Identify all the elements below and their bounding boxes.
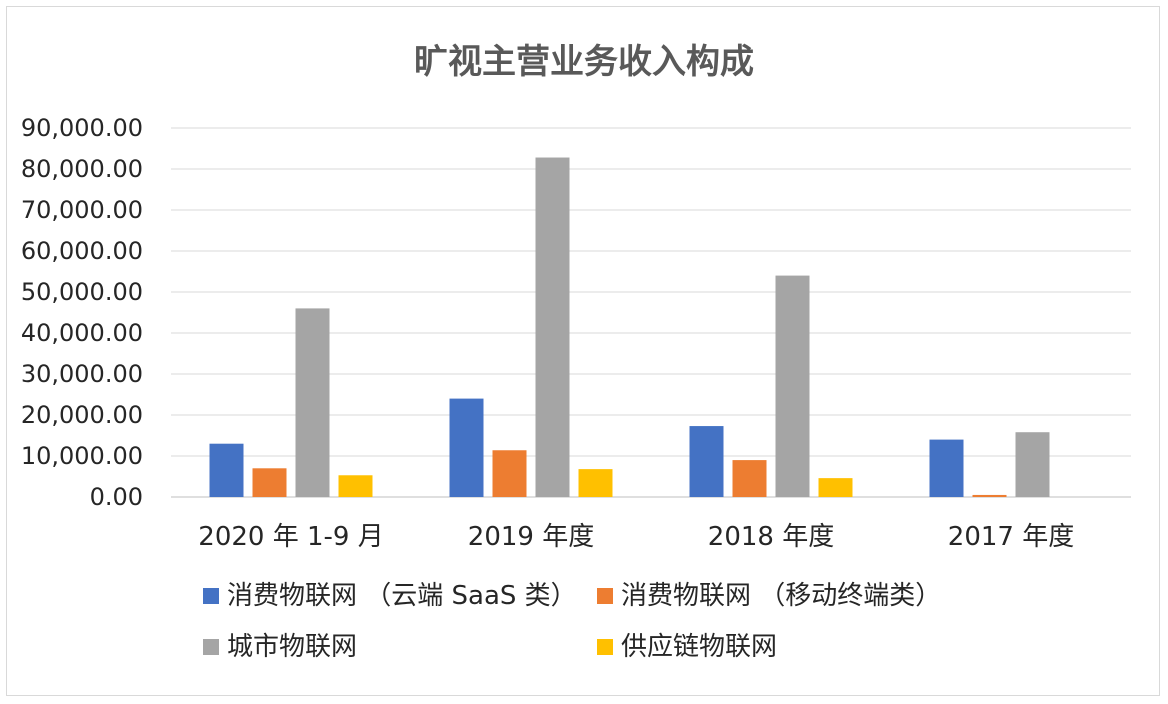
y-tick-label: 80,000.00	[21, 155, 143, 183]
y-tick-label: 40,000.00	[21, 319, 143, 347]
legend-swatch	[203, 639, 219, 655]
y-tick-label: 20,000.00	[21, 401, 143, 429]
bar	[209, 443, 244, 497]
y-tick-label: 0.00	[90, 483, 143, 511]
legend: 消费物联网 （云端 SaaS 类） 消费物联网 （移动终端类） 城市物联网 供应链物联…	[203, 581, 941, 662]
x-category-label: 2018 年度	[708, 522, 834, 552]
x-category-label: 2017 年度	[948, 522, 1074, 552]
legend-swatch	[597, 639, 613, 655]
bar	[732, 460, 767, 497]
bar-chart: 旷视主营业务收入构成 0.00 10,000.00 20,000.00 30,000.…	[21, 42, 1131, 662]
legend-swatch	[597, 588, 613, 604]
bar	[689, 426, 724, 497]
chart-title: 旷视主营业务收入构成	[414, 42, 754, 82]
bar	[338, 475, 373, 497]
bar	[1015, 432, 1050, 497]
bars	[209, 157, 1050, 497]
legend-label: 城市物联网	[227, 632, 357, 662]
bar	[492, 450, 527, 497]
x-category-label: 2020 年 1-9 月	[198, 522, 383, 552]
y-tick-label: 50,000.00	[21, 278, 143, 306]
y-axis-ticks: 0.00 10,000.00 20,000.00 30,000.00 40,000.00…	[21, 114, 143, 511]
bar	[295, 308, 330, 497]
chart-frame: 旷视主营业务收入构成 0.00 10,000.00 20,000.00 30,000.…	[6, 6, 1160, 696]
bar	[775, 275, 810, 497]
gridlines	[171, 127, 1131, 498]
y-tick-label: 30,000.00	[21, 360, 143, 388]
x-axis-categories: 2020 年 1-9 月 2019 年度 2018 年度 2017 年度	[198, 522, 1074, 552]
y-tick-label: 90,000.00	[21, 114, 143, 142]
bar	[535, 157, 570, 497]
bar	[449, 398, 484, 497]
bar	[578, 469, 613, 497]
y-tick-label: 60,000.00	[21, 237, 143, 265]
x-category-label: 2019 年度	[468, 522, 594, 552]
bar	[252, 468, 287, 497]
y-tick-label: 10,000.00	[21, 442, 143, 470]
legend-label: 消费物联网 （移动终端类）	[621, 581, 941, 611]
legend-swatch	[203, 588, 219, 604]
bar	[929, 439, 964, 497]
bar	[818, 478, 853, 497]
legend-label: 供应链物联网	[621, 632, 777, 662]
y-tick-label: 70,000.00	[21, 196, 143, 224]
legend-label: 消费物联网 （云端 SaaS 类）	[227, 581, 577, 611]
bar	[972, 494, 1007, 497]
